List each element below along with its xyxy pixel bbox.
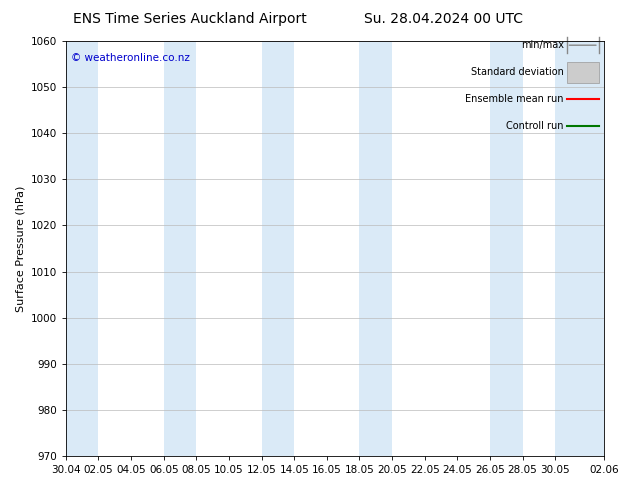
- Text: Controll run: Controll run: [507, 121, 564, 131]
- Bar: [66, 41, 98, 456]
- Bar: [164, 41, 197, 456]
- Bar: [490, 41, 522, 456]
- Bar: [262, 41, 294, 456]
- Text: min/max: min/max: [521, 40, 564, 50]
- Text: Su. 28.04.2024 00 UTC: Su. 28.04.2024 00 UTC: [365, 12, 523, 26]
- Text: Ensemble mean run: Ensemble mean run: [465, 94, 564, 104]
- Bar: [555, 41, 604, 456]
- Y-axis label: Surface Pressure (hPa): Surface Pressure (hPa): [15, 185, 25, 312]
- Text: © weatheronline.co.nz: © weatheronline.co.nz: [71, 53, 190, 64]
- Text: Standard deviation: Standard deviation: [471, 67, 564, 77]
- Bar: [359, 41, 392, 456]
- FancyBboxPatch shape: [567, 62, 598, 82]
- Text: ENS Time Series Auckland Airport: ENS Time Series Auckland Airport: [74, 12, 307, 26]
